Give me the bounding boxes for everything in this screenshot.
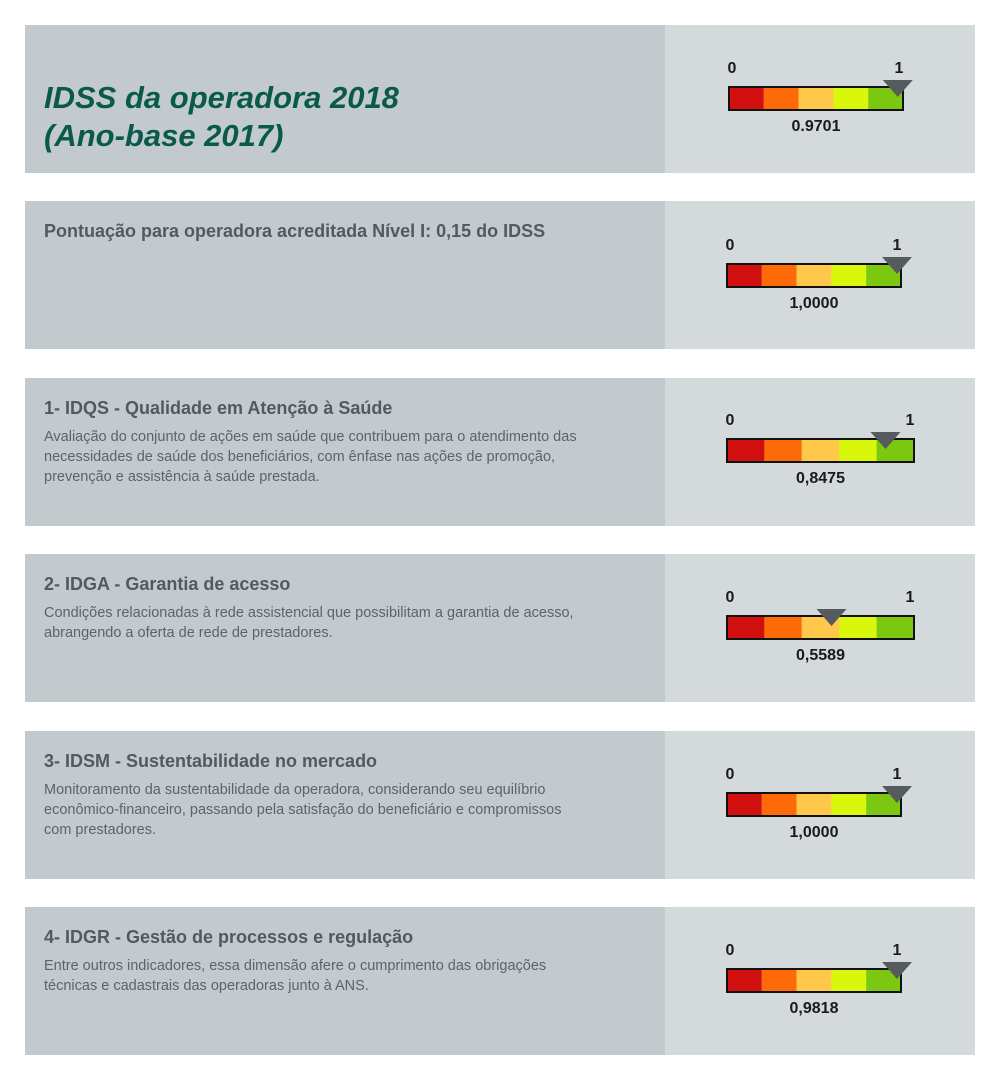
gauge-pointer — [882, 962, 912, 979]
section-row-idqs: 1- IDQS - Qualidade em Atenção à Saúde A… — [25, 378, 975, 526]
section-description: Condições relacionadas à rede assistenci… — [44, 605, 574, 641]
gauge-band-5 — [866, 793, 901, 816]
gauge-value-label: 0,8475 — [796, 470, 845, 487]
gauge-band-2 — [761, 264, 797, 287]
gauge-band-4 — [831, 264, 867, 287]
section-title: 3- IDSM - Sustentabilidade no mercado — [44, 751, 378, 771]
gauge-band-1 — [727, 793, 762, 816]
section-title: 1- IDQS - Qualidade em Atenção à Saúde — [44, 398, 393, 418]
gauge-band-3 — [801, 439, 840, 462]
gauge-band-2 — [764, 616, 802, 639]
scale-max-label: 1 — [893, 942, 902, 959]
gauge-frame — [726, 792, 902, 817]
section-text-panel: IDSS da operadora 2018 (Ano-base 2017) — [25, 25, 665, 173]
gauge-chart-idss: 0 1 0.9701 — [728, 60, 913, 135]
gauge-band-5 — [866, 969, 901, 992]
section-row-idss: IDSS da operadora 2018 (Ano-base 2017) 0… — [25, 25, 975, 173]
gauge-value-label: 1,0000 — [790, 824, 839, 841]
gauge-panel: 0 1 0.9701 — [665, 25, 975, 173]
gauge-band-2 — [763, 87, 799, 110]
gauge-band-5 — [866, 264, 901, 287]
gauge-chart-idgr: 0 1 0,9818 — [726, 942, 912, 1017]
scale-min-label: 0 — [726, 766, 735, 783]
gauge-band-3 — [796, 793, 832, 816]
scale-max-label: 1 — [906, 589, 915, 606]
gauge-band-1 — [727, 439, 765, 462]
gauge-band-4 — [833, 87, 869, 110]
scale-max-label: 1 — [895, 60, 904, 77]
scale-max-label: 1 — [893, 766, 902, 783]
gauge-band-5 — [876, 616, 914, 639]
gauge-band-1 — [727, 616, 765, 639]
gauge-frame — [728, 86, 904, 111]
gauge-panel: 0 1 0,5589 — [665, 554, 975, 702]
section-title: 4- IDGR - Gestão de processos e regulaçã… — [44, 927, 414, 947]
gauge-band-3 — [796, 264, 832, 287]
gauge-chart-idsm: 0 1 1,0000 — [726, 766, 912, 841]
gauge-frame — [726, 438, 915, 463]
section-row-idga: 2- IDGA - Garantia de acesso Condições r… — [25, 554, 975, 702]
page-title: IDSS da operadora 2018 (Ano-base 2017) — [44, 79, 645, 155]
gauge-chart-acreditada: 0 1 1,0000 — [726, 237, 912, 312]
gauge-chart-idqs: 0 1 0,8475 — [726, 412, 915, 487]
section-row-acreditada: Pontuação para operadora acreditada Níve… — [25, 201, 975, 349]
gauge-pointer — [882, 786, 912, 803]
section-description: Monitoramento da sustentabilidade da ope… — [44, 782, 562, 838]
gauge-pointer — [870, 432, 901, 449]
section-text-panel: 2- IDGA - Garantia de acesso Condições r… — [25, 554, 665, 702]
gauge-band-2 — [764, 439, 802, 462]
section-row-idgr: 4- IDGR - Gestão de processos e regulaçã… — [25, 907, 975, 1055]
section-description: Avaliação do conjunto de ações em saúde … — [44, 429, 577, 485]
page-title-line1: IDSS da operadora 2018 — [44, 80, 399, 115]
gauge-band-3 — [796, 969, 832, 992]
section-text-panel: 3- IDSM - Sustentabilidade no mercado Mo… — [25, 731, 665, 879]
gauge-panel: 0 1 0,8475 — [665, 378, 975, 526]
gauge-band-3 — [798, 87, 834, 110]
section-title: Pontuação para operadora acreditada Níve… — [44, 221, 546, 241]
section-text-panel: 4- IDGR - Gestão de processos e regulaçã… — [25, 907, 665, 1055]
gauge-frame — [726, 615, 915, 640]
section-text-panel: 1- IDQS - Qualidade em Atenção à Saúde A… — [25, 378, 665, 526]
gauge-panel: 0 1 1,0000 — [665, 731, 975, 879]
scale-min-label: 0 — [728, 60, 737, 77]
gauge-band-1 — [727, 969, 762, 992]
gauge-panel: 0 1 0,9818 — [665, 907, 975, 1055]
gauge-band-1 — [729, 87, 764, 110]
gauge-value-label: 0,9818 — [790, 1000, 839, 1017]
scale-max-label: 1 — [893, 237, 902, 254]
gauge-panel: 0 1 1,0000 — [665, 201, 975, 349]
gauge-band-1 — [727, 264, 762, 287]
gauge-pointer — [882, 80, 913, 97]
section-description: Entre outros indicadores, essa dimensão … — [44, 958, 547, 994]
scale-max-label: 1 — [906, 412, 915, 429]
scale-min-label: 0 — [726, 589, 735, 606]
gauge-value-label: 0.9701 — [792, 118, 841, 135]
section-text-panel: Pontuação para operadora acreditada Níve… — [25, 201, 665, 349]
gauge-band-4 — [831, 969, 867, 992]
scale-min-label: 0 — [726, 942, 735, 959]
gauge-pointer — [816, 609, 847, 626]
scale-min-label: 0 — [726, 412, 735, 429]
section-title: 2- IDGA - Garantia de acesso — [44, 574, 291, 594]
gauge-band-2 — [761, 793, 797, 816]
page-title-line2: (Ano-base 2017) — [44, 118, 284, 153]
gauge-pointer — [882, 257, 912, 274]
gauge-frame — [726, 968, 902, 993]
scale-min-label: 0 — [726, 237, 735, 254]
gauge-value-label: 1,0000 — [790, 295, 839, 312]
gauge-band-4 — [839, 616, 877, 639]
gauge-value-label: 0,5589 — [796, 647, 845, 664]
section-row-idsm: 3- IDSM - Sustentabilidade no mercado Mo… — [25, 731, 975, 879]
gauge-band-2 — [761, 969, 797, 992]
gauge-chart-idga: 0 1 0,5589 — [726, 589, 915, 664]
gauge-band-4 — [839, 439, 877, 462]
gauge-frame — [726, 263, 902, 288]
gauge-band-4 — [831, 793, 867, 816]
